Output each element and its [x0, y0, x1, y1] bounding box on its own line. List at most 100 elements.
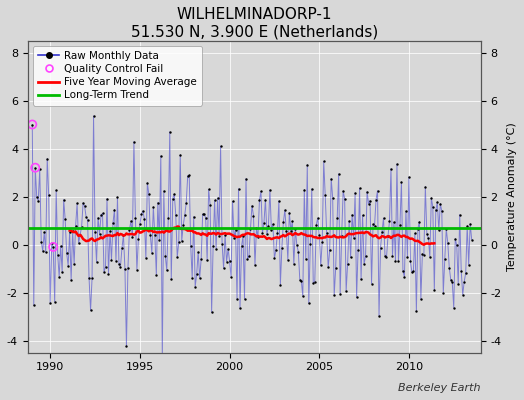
Point — [57, 243, 65, 249]
Point — [228, 198, 237, 205]
Point — [78, 224, 86, 230]
Point — [421, 184, 430, 190]
Point — [308, 186, 316, 192]
Point — [157, 153, 165, 159]
Point — [257, 188, 265, 194]
Point — [206, 201, 214, 208]
Point — [107, 257, 116, 263]
Point — [115, 261, 123, 267]
Point — [49, 244, 58, 250]
Point — [43, 156, 51, 162]
Point — [345, 218, 353, 224]
Point — [413, 226, 422, 232]
Point — [415, 218, 423, 225]
Point — [463, 222, 472, 229]
Point — [246, 226, 255, 232]
Point — [372, 196, 380, 203]
Point — [109, 220, 117, 226]
Point — [433, 199, 442, 205]
Point — [37, 238, 46, 245]
Point — [230, 235, 238, 242]
Point — [294, 248, 302, 255]
Point — [149, 204, 158, 210]
Point — [64, 262, 72, 269]
Point — [52, 187, 60, 193]
Point — [181, 212, 189, 218]
Point — [269, 221, 277, 228]
Point — [334, 170, 343, 177]
Point — [408, 269, 416, 276]
Point — [187, 243, 195, 249]
Point — [197, 256, 205, 262]
Point — [385, 218, 394, 225]
Point — [296, 276, 304, 283]
Point — [454, 280, 462, 287]
Point — [273, 230, 281, 237]
Point — [145, 191, 153, 198]
Point — [83, 217, 92, 223]
Point — [141, 254, 150, 261]
Point — [336, 291, 344, 297]
Point — [292, 242, 301, 248]
Point — [34, 198, 42, 204]
Point — [88, 275, 96, 282]
Point — [66, 229, 74, 235]
Point — [191, 284, 199, 290]
Point — [249, 212, 258, 219]
Point — [220, 265, 228, 272]
Point — [215, 232, 223, 239]
Y-axis label: Temperature Anomaly (°C): Temperature Anomaly (°C) — [507, 122, 517, 271]
Point — [438, 208, 446, 214]
Point — [303, 162, 311, 168]
Point — [61, 216, 69, 222]
Point — [167, 276, 176, 282]
Point — [327, 175, 335, 182]
Point — [248, 202, 256, 209]
Point — [405, 174, 413, 180]
Point — [281, 207, 289, 213]
Point — [199, 211, 207, 218]
Point — [218, 240, 226, 247]
Point — [70, 261, 78, 267]
Point — [74, 240, 83, 247]
Point — [439, 290, 447, 296]
Point — [136, 221, 144, 228]
Point — [388, 253, 397, 259]
Point — [183, 173, 192, 179]
Point — [91, 229, 99, 236]
Point — [442, 226, 451, 232]
Point — [406, 258, 414, 264]
Point — [71, 223, 80, 229]
Point — [453, 242, 461, 249]
Point — [355, 185, 364, 191]
Point — [170, 190, 179, 197]
Point — [455, 211, 464, 218]
Point — [387, 166, 395, 172]
Point — [290, 260, 298, 267]
Point — [127, 218, 135, 224]
Point — [432, 207, 440, 214]
Point — [278, 244, 286, 251]
Point — [341, 196, 349, 202]
Point — [232, 226, 240, 233]
Point — [348, 212, 356, 218]
Point — [90, 113, 98, 119]
Point — [49, 244, 58, 250]
Point — [148, 250, 156, 256]
Point — [384, 233, 392, 239]
Point — [378, 228, 386, 235]
Point — [200, 211, 209, 217]
Point — [418, 251, 427, 257]
Point — [237, 243, 246, 250]
Point — [354, 246, 362, 253]
Point — [390, 219, 398, 225]
Point — [364, 200, 373, 207]
Point — [457, 267, 465, 274]
Text: Berkeley Earth: Berkeley Earth — [398, 383, 481, 393]
Point — [315, 232, 323, 238]
Point — [464, 261, 473, 268]
Point — [383, 254, 391, 261]
Point — [188, 275, 196, 281]
Point — [101, 264, 110, 270]
Point — [76, 232, 84, 238]
